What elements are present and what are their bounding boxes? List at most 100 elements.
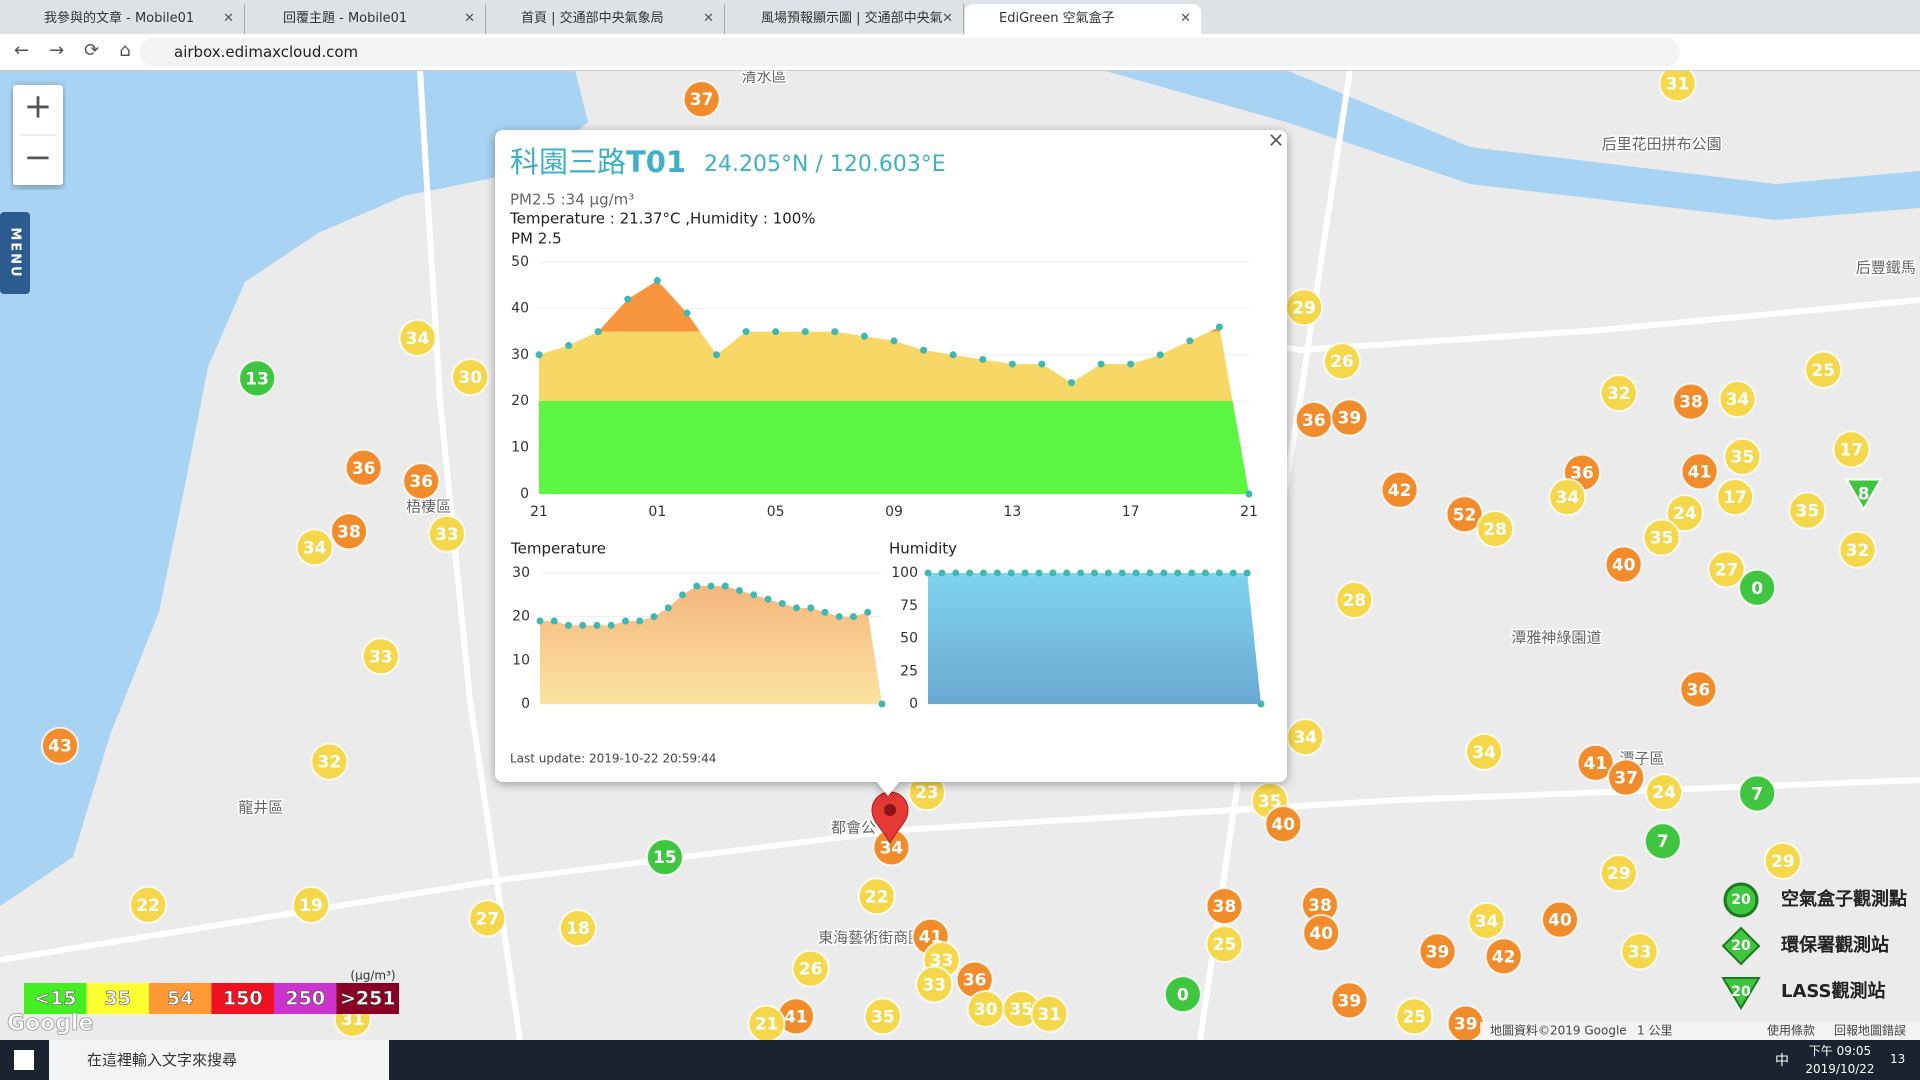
start-button[interactable] xyxy=(14,1050,34,1070)
station-marker[interactable] xyxy=(1323,342,1362,381)
station-marker[interactable] xyxy=(292,885,331,924)
station-marker[interactable] xyxy=(1418,932,1457,971)
nav-buttons[interactable]: ←→⟳⌂ xyxy=(14,40,151,61)
station-marker[interactable] xyxy=(1395,997,1434,1036)
station-marker[interactable] xyxy=(398,318,437,357)
data-point xyxy=(952,569,960,577)
x-tick-label: 05 xyxy=(767,504,785,520)
tab[interactable]: 風場預報顯示圖 | 交通部中央氣 ✕ xyxy=(727,4,964,34)
data-point xyxy=(636,617,644,625)
station-marker[interactable] xyxy=(1163,975,1202,1014)
station-marker[interactable] xyxy=(1476,509,1515,548)
area xyxy=(540,586,882,704)
station-marker[interactable] xyxy=(1738,568,1777,607)
tab-close[interactable]: ✕ xyxy=(464,11,475,26)
search-box[interactable]: 在這裡輸入文字來搜尋 xyxy=(49,1040,389,1080)
menu-label[interactable]: MENU xyxy=(8,227,23,278)
station-marker[interactable] xyxy=(1484,937,1523,976)
station-marker[interactable] xyxy=(1645,773,1684,812)
station-marker[interactable] xyxy=(1599,374,1638,413)
notifications[interactable]: 13 xyxy=(1890,1052,1906,1066)
station-marker[interactable] xyxy=(1380,470,1419,509)
station-marker[interactable] xyxy=(1445,495,1484,534)
report-link[interactable]: 回報地圖錯誤 xyxy=(1834,1023,1906,1038)
station-marker[interactable] xyxy=(857,877,896,916)
station-marker[interactable] xyxy=(1607,758,1646,797)
station-marker[interactable] xyxy=(1788,491,1827,530)
station-marker[interactable] xyxy=(427,514,466,553)
station-marker[interactable] xyxy=(468,899,507,938)
station-marker[interactable] xyxy=(682,80,721,119)
station-marker[interactable] xyxy=(1620,932,1659,971)
data-point xyxy=(550,617,558,625)
station-marker[interactable] xyxy=(1679,670,1718,709)
tab-close[interactable]: ✕ xyxy=(223,11,234,26)
tab[interactable]: 回覆主題 - Mobile01 ✕ xyxy=(249,4,486,34)
station-marker[interactable] xyxy=(1467,901,1506,940)
station-marker[interactable] xyxy=(1205,925,1244,964)
station-marker[interactable] xyxy=(1763,841,1802,880)
station-marker[interactable] xyxy=(1335,581,1374,619)
station-marker[interactable] xyxy=(1672,382,1711,421)
tab-close[interactable]: ✕ xyxy=(942,11,953,26)
station-marker[interactable] xyxy=(1832,430,1871,469)
station-marker[interactable] xyxy=(1716,478,1755,517)
station-marker[interactable] xyxy=(1205,887,1244,926)
station-marker[interactable] xyxy=(1707,550,1746,589)
station-marker[interactable] xyxy=(238,359,277,398)
station-marker[interactable] xyxy=(1718,380,1757,419)
station-marker[interactable] xyxy=(791,949,830,988)
station-marker[interactable] xyxy=(1264,805,1303,844)
station-marker[interactable] xyxy=(310,742,349,781)
station-marker[interactable] xyxy=(1665,494,1704,533)
station-marker[interactable] xyxy=(1604,545,1643,584)
station-marker[interactable] xyxy=(1548,478,1587,517)
data-point xyxy=(1132,569,1140,577)
zoom-in[interactable]: + xyxy=(24,87,53,127)
zoom-out[interactable]: − xyxy=(24,138,53,178)
station-marker[interactable] xyxy=(129,885,168,924)
station-marker[interactable] xyxy=(295,528,334,567)
station-marker[interactable] xyxy=(1330,981,1369,1020)
station-marker[interactable] xyxy=(329,512,368,551)
close-button[interactable]: × xyxy=(1268,128,1285,152)
station-marker[interactable] xyxy=(402,462,441,501)
station-marker[interactable] xyxy=(558,909,597,948)
station-marker[interactable] xyxy=(1643,822,1682,861)
station-marker[interactable] xyxy=(41,726,79,765)
station-marker[interactable] xyxy=(344,448,383,487)
station-marker[interactable] xyxy=(863,997,902,1036)
station-marker[interactable] xyxy=(645,838,684,877)
tab[interactable]: 首頁 | 交通部中央氣象局 ✕ xyxy=(487,4,725,34)
station-marker[interactable] xyxy=(1723,437,1762,476)
menu-button[interactable] xyxy=(0,212,30,294)
station-marker[interactable] xyxy=(1576,743,1615,782)
station-marker[interactable] xyxy=(1286,718,1325,757)
station-marker[interactable] xyxy=(1642,518,1681,557)
station-marker[interactable] xyxy=(361,637,400,676)
lass-marker[interactable] xyxy=(1844,478,1883,512)
station-marker[interactable] xyxy=(1680,452,1719,491)
station-marker[interactable] xyxy=(1838,530,1877,569)
data-point xyxy=(1229,569,1237,577)
tab-close[interactable]: ✕ xyxy=(1180,11,1191,26)
data-point xyxy=(593,621,601,629)
station-marker[interactable] xyxy=(1030,994,1069,1033)
station-marker[interactable] xyxy=(1330,398,1369,437)
tab[interactable]: 我參與的文章 - Mobile01 ✕ xyxy=(10,4,245,34)
station-marker[interactable] xyxy=(915,965,954,1004)
station-marker[interactable] xyxy=(451,358,490,397)
station-marker[interactable] xyxy=(1599,854,1638,893)
station-marker[interactable] xyxy=(1804,350,1843,389)
tab[interactable]: EdiGreen 空氣盒子 ✕ xyxy=(965,4,1201,34)
address-bar[interactable]: airbox.edimaxcloud.com xyxy=(140,38,1680,66)
terms-link[interactable]: 使用條款 xyxy=(1767,1023,1815,1038)
marker-label: 34 xyxy=(1556,488,1580,508)
station-marker[interactable] xyxy=(1541,900,1579,939)
station-marker[interactable] xyxy=(1465,732,1504,771)
station-marker[interactable] xyxy=(1738,774,1777,813)
tab-close[interactable]: ✕ xyxy=(703,11,714,26)
marker-label: 43 xyxy=(48,737,72,757)
station-marker[interactable] xyxy=(1302,914,1341,953)
